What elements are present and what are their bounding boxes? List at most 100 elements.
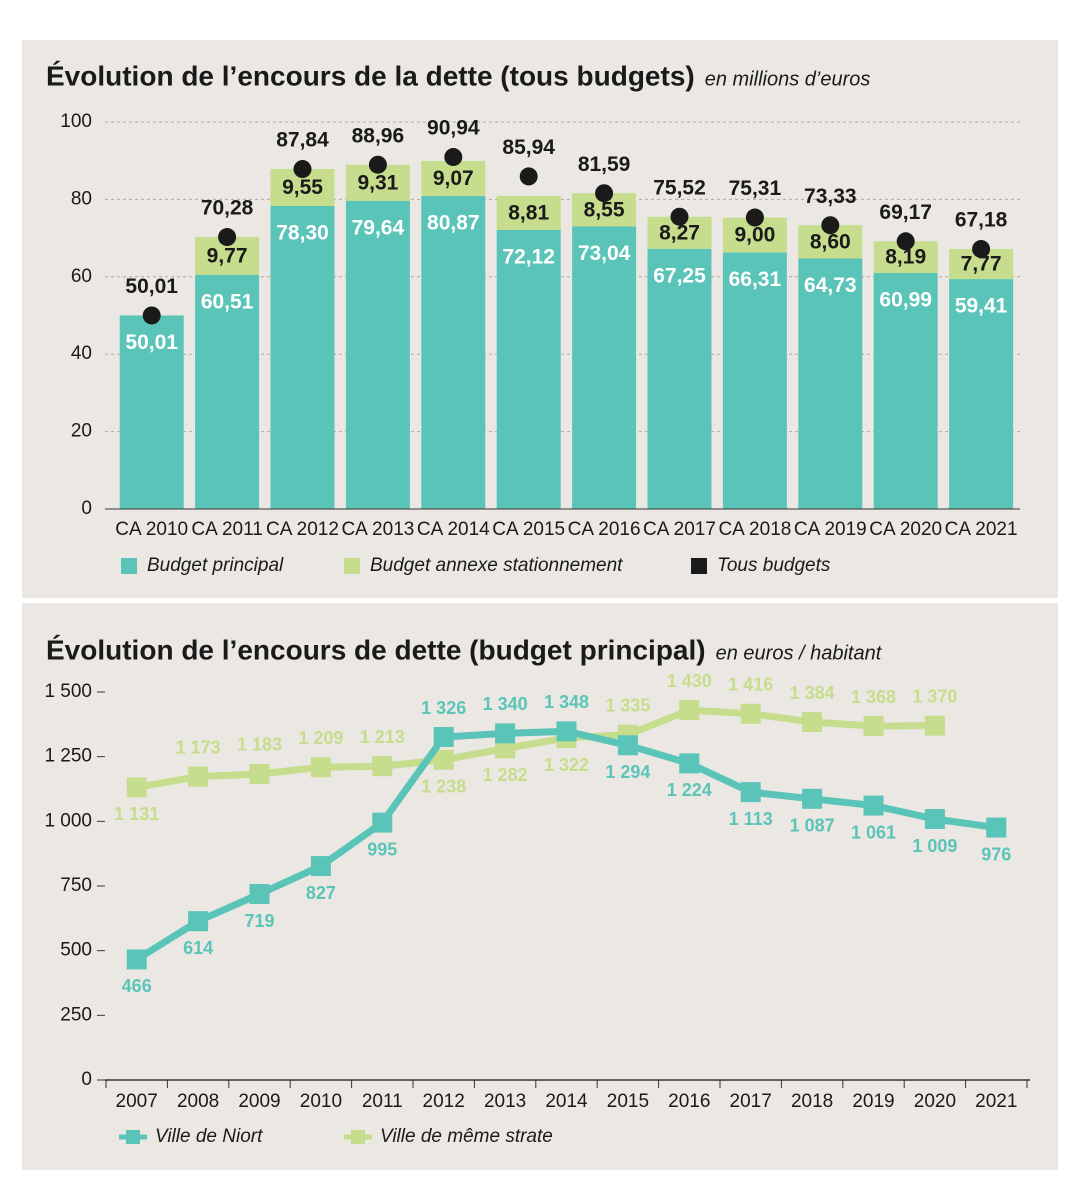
x-tick-label: 2010 bbox=[300, 1091, 342, 1112]
y-tick-label: 60 bbox=[71, 266, 92, 287]
value-label: 1 173 bbox=[176, 737, 221, 757]
x-tick-label: 2016 bbox=[668, 1091, 710, 1112]
value-label: 1 209 bbox=[298, 728, 343, 748]
value-label: 67,25 bbox=[653, 264, 706, 287]
total-dot bbox=[745, 208, 764, 227]
x-tick-label: 2021 bbox=[975, 1091, 1017, 1112]
bar-segment bbox=[873, 272, 938, 509]
bar-segment bbox=[496, 195, 561, 230]
x-tick-label: CA 2010 bbox=[115, 519, 188, 540]
bar-segment bbox=[345, 200, 410, 509]
value-label: 827 bbox=[306, 883, 336, 903]
marker bbox=[617, 735, 638, 756]
x-tick-label: 2020 bbox=[914, 1091, 956, 1112]
bar-segment bbox=[572, 226, 637, 509]
x-tick-label: CA 2013 bbox=[341, 519, 414, 540]
total-dot bbox=[368, 155, 387, 174]
value-label: 1 294 bbox=[605, 762, 650, 782]
value-label: 80,87 bbox=[427, 212, 480, 235]
value-label: 1 009 bbox=[912, 836, 957, 856]
value-label: 719 bbox=[244, 911, 274, 931]
x-tick-label: 2018 bbox=[791, 1091, 833, 1112]
value-label: 1 213 bbox=[360, 727, 405, 747]
value-label: 1 131 bbox=[114, 804, 159, 824]
value-label: 72,12 bbox=[502, 245, 555, 268]
legend-label: Tous budgets bbox=[717, 555, 831, 576]
x-tick-label: CA 2017 bbox=[643, 519, 716, 540]
bar-segment bbox=[722, 252, 787, 509]
value-label: 1 348 bbox=[544, 692, 589, 712]
legend-label: Budget principal bbox=[147, 555, 284, 576]
marker bbox=[740, 782, 761, 803]
y-tick-label: 100 bbox=[60, 111, 92, 132]
y-tick-label: 40 bbox=[71, 343, 92, 364]
legend-label: Budget annexe stationnement bbox=[370, 555, 623, 576]
marker bbox=[310, 856, 331, 877]
total-dot bbox=[142, 306, 161, 325]
value-label: 9,55 bbox=[282, 176, 323, 199]
value-label: 1 238 bbox=[421, 777, 466, 797]
value-label: 8,60 bbox=[810, 230, 851, 253]
y-tick-label: 500 bbox=[60, 940, 92, 961]
value-label: 87,84 bbox=[276, 129, 329, 152]
total-dot bbox=[218, 228, 237, 247]
panel bbox=[22, 603, 1058, 1170]
y-tick-label: 0 bbox=[81, 498, 92, 519]
value-label: 75,52 bbox=[653, 176, 706, 199]
value-label: 73,33 bbox=[804, 185, 857, 208]
value-label: 995 bbox=[367, 839, 397, 859]
y-tick-label: 20 bbox=[71, 421, 92, 442]
chart-title: Évolution de l’encours de la dette (tous… bbox=[46, 60, 695, 91]
marker bbox=[372, 756, 393, 777]
chart-subtitle: en euros / habitant bbox=[716, 642, 883, 664]
marker bbox=[986, 817, 1007, 838]
value-label: 1 340 bbox=[483, 694, 528, 714]
marker bbox=[126, 949, 147, 970]
marker bbox=[679, 700, 700, 721]
x-tick-label: 2014 bbox=[545, 1091, 588, 1112]
marker bbox=[924, 809, 945, 830]
value-label: 64,73 bbox=[804, 274, 857, 297]
marker bbox=[310, 757, 331, 778]
y-tick-label: 1 000 bbox=[44, 810, 92, 831]
value-label: 69,17 bbox=[879, 201, 932, 224]
value-label: 1 430 bbox=[667, 671, 712, 691]
legend-label: Ville de Niort bbox=[155, 1126, 263, 1147]
value-label: 9,31 bbox=[357, 171, 398, 194]
value-label: 1 335 bbox=[605, 695, 650, 715]
value-label: 1 384 bbox=[790, 683, 835, 703]
value-label: 50,01 bbox=[125, 275, 178, 298]
x-tick-label: 2009 bbox=[238, 1091, 280, 1112]
marker bbox=[863, 795, 884, 816]
value-label: 73,04 bbox=[578, 242, 631, 265]
value-label: 85,94 bbox=[502, 136, 555, 159]
bar-segment bbox=[496, 229, 561, 509]
x-tick-label: 2008 bbox=[177, 1091, 219, 1112]
value-label: 78,30 bbox=[276, 222, 329, 245]
value-label: 1 224 bbox=[667, 780, 712, 800]
value-label: 1 370 bbox=[912, 686, 957, 706]
line bbox=[136, 706, 935, 791]
total-dot bbox=[821, 216, 840, 235]
value-label: 1 087 bbox=[790, 816, 835, 836]
x-tick-label: 2013 bbox=[484, 1091, 526, 1112]
value-label: 81,59 bbox=[578, 153, 631, 176]
value-label: 79,64 bbox=[352, 216, 405, 239]
value-label: 9,77 bbox=[207, 244, 248, 267]
x-tick-label: CA 2016 bbox=[568, 519, 641, 540]
marker bbox=[556, 721, 577, 742]
y-tick-label: 1 250 bbox=[44, 746, 92, 767]
y-tick-label: 80 bbox=[71, 188, 92, 209]
x-tick-label: CA 2015 bbox=[492, 519, 565, 540]
x-tick-label: 2011 bbox=[362, 1091, 403, 1112]
x-tick-label: CA 2020 bbox=[869, 519, 942, 540]
marker bbox=[249, 884, 270, 905]
bar-segment bbox=[647, 248, 712, 509]
marker bbox=[433, 749, 454, 770]
marker bbox=[679, 753, 700, 774]
bar-segment bbox=[949, 279, 1014, 509]
value-label: 75,31 bbox=[729, 177, 782, 200]
total-dot bbox=[444, 148, 463, 167]
bar-segment bbox=[195, 274, 260, 509]
value-label: 60,51 bbox=[201, 290, 254, 313]
